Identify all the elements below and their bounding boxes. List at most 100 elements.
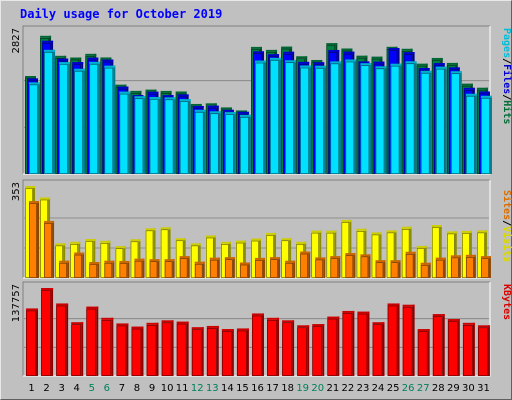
bar-outline — [481, 258, 489, 278]
bar-side — [96, 306, 99, 376]
bar-top — [435, 257, 446, 260]
bar-pages — [360, 63, 372, 174]
bar-face — [360, 65, 370, 174]
bar-side — [428, 262, 431, 278]
y-max-label: 137757 — [11, 284, 22, 322]
bar-top — [104, 65, 116, 68]
bar-sites — [375, 260, 386, 278]
bar-top — [89, 261, 100, 264]
bar-top — [463, 87, 475, 90]
x-tick-label: 13 — [206, 383, 219, 394]
bar-top — [190, 103, 202, 106]
bar-top — [446, 231, 457, 234]
bar-face — [390, 65, 400, 174]
bar-side — [488, 256, 491, 278]
bar-side — [487, 325, 490, 376]
bar-pages — [89, 61, 101, 174]
bar-top — [222, 109, 234, 112]
bar-outline — [225, 114, 234, 174]
bar-face — [420, 264, 429, 278]
bar-face — [390, 262, 399, 278]
bar-sites — [390, 260, 401, 278]
bar-outline — [179, 258, 188, 278]
bar-kbytes — [402, 304, 415, 376]
bar-face — [417, 331, 428, 376]
bar-top — [59, 62, 71, 65]
bar-kbytes — [282, 320, 295, 376]
bar-top — [116, 323, 129, 326]
bar-outline — [420, 73, 430, 174]
bar-top — [450, 255, 461, 258]
x-tick-label: 27 — [417, 383, 430, 394]
bar-kbytes — [221, 329, 234, 376]
x-tick-label: 28 — [432, 383, 445, 394]
bar-outline — [417, 331, 428, 376]
bar-kbytes — [432, 314, 445, 376]
bar-face — [146, 324, 157, 376]
bar-face — [149, 99, 159, 174]
bar-top — [315, 65, 327, 68]
bar-side — [354, 59, 357, 174]
bar-top — [70, 57, 82, 60]
x-tick-label: 15 — [236, 383, 249, 394]
bar-top — [418, 68, 430, 71]
bar-side — [349, 219, 352, 278]
bar-top — [254, 257, 265, 260]
bar-pages — [420, 70, 432, 174]
x-tick-label: 10 — [161, 383, 174, 394]
bar-top — [285, 260, 296, 263]
bar-top — [330, 256, 341, 259]
bar-kbytes — [146, 322, 159, 376]
bar-face — [176, 323, 187, 376]
bar-top — [343, 51, 355, 54]
bar-side — [171, 320, 174, 376]
bar-face — [71, 324, 82, 376]
bar-face — [435, 259, 444, 278]
bar-side — [292, 320, 295, 376]
bar-pages — [44, 49, 56, 174]
bar-outline — [300, 67, 309, 174]
bar-sites — [134, 258, 145, 278]
bar-top — [164, 97, 176, 100]
bar-face — [432, 316, 443, 376]
bar-face — [239, 116, 249, 174]
bar-kbytes — [297, 325, 310, 376]
bar-top — [149, 259, 160, 262]
bar-outline — [270, 60, 279, 174]
bar-sites — [224, 257, 235, 278]
bar-side — [83, 68, 86, 174]
bar-top — [164, 259, 175, 262]
bar-sites — [29, 201, 39, 278]
bar-face — [330, 63, 340, 174]
bar-outline — [209, 259, 218, 278]
bar-side — [153, 228, 156, 278]
bar-side — [231, 329, 234, 376]
bar-top — [435, 66, 447, 69]
bar-outline — [176, 323, 187, 376]
bar-pages — [119, 91, 131, 174]
bar-sites — [345, 253, 356, 278]
bar-top — [462, 322, 475, 325]
bar-pages — [134, 96, 146, 174]
bar-side — [188, 99, 191, 174]
bar-side — [414, 61, 417, 174]
bar-side — [138, 239, 141, 278]
legend-separator: / — [501, 58, 512, 64]
x-tick-label: 16 — [251, 383, 264, 394]
legend-item-files: Files — [501, 64, 512, 94]
bar-outline — [41, 290, 51, 376]
bar-top — [25, 186, 35, 188]
legend-separator: / — [501, 220, 512, 226]
bar-kbytes — [41, 288, 54, 376]
bar-kbytes — [71, 322, 84, 376]
panel-border-dark — [22, 281, 490, 376]
bar-outline — [315, 259, 324, 278]
bar-outline — [451, 257, 459, 278]
bar-side — [352, 310, 355, 376]
bar-outline — [297, 327, 307, 376]
bar-top — [296, 56, 308, 59]
bar-outline — [375, 262, 384, 278]
x-tick-label: 6 — [104, 383, 110, 394]
bar-side — [474, 93, 477, 174]
